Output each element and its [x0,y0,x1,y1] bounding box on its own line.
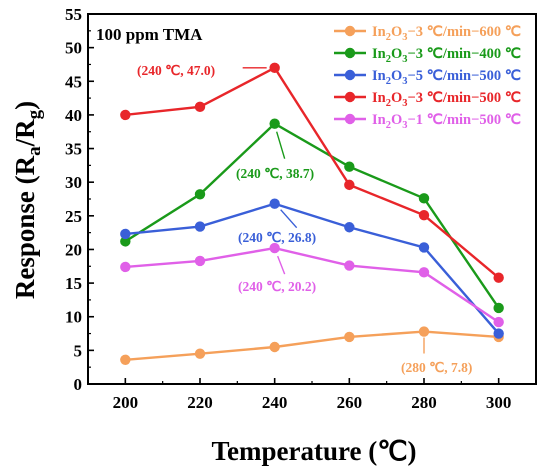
y-tick-label: 40 [65,106,82,125]
annotation-label: (240 ℃, 26.8) [238,230,316,245]
data-point [194,189,206,200]
series-3 [120,198,504,339]
annotation-leader [277,255,286,275]
series-line [125,246,500,324]
data-point [120,261,131,273]
x-tick-label: 280 [411,393,437,412]
legend-item-1: In2O3−3 ℃/min−600 ℃ [334,24,522,43]
data-point [344,161,355,172]
x-tick-label: 220 [187,393,213,412]
data-point [418,242,430,253]
legend-marker [344,25,356,37]
series-group [120,62,504,365]
data-point [120,109,131,121]
x-axis-title: Temperature (℃) [211,436,416,466]
data-point [493,316,504,328]
series-2 [120,118,504,314]
annotation-label: (240 ℃, 47.0) [137,63,215,78]
x-tick-label: 260 [337,393,363,412]
y-tick-label: 10 [65,308,82,327]
y-tick-label: 55 [65,5,82,24]
data-point [194,255,206,267]
legend-marker [344,113,356,125]
y-tick-label: 15 [65,274,82,293]
annotations: (240 ℃, 47.0) (240 ℃, 38.7) (240 ℃, 26.8) (… [137,63,472,375]
legend-label: In2O3−3 ℃/min−500 ℃ [372,90,522,109]
data-point [493,272,504,283]
legend-marker [344,47,356,59]
x-tick-label: 200 [113,393,139,412]
y-tick-label: 5 [74,341,83,360]
data-point [418,267,430,278]
data-point [269,118,280,129]
data-point [269,62,280,74]
y-tick-label: 25 [65,207,82,226]
y-tick-label: 0 [74,375,83,394]
data-point [344,260,355,271]
data-point [269,341,280,353]
data-point [344,179,355,191]
legend-item-3: In2O3−5 ℃/min−500 ℃ [334,68,522,87]
data-point [344,331,355,343]
x-tick-label: 240 [262,393,288,412]
x-tick-label: 300 [486,393,512,412]
series-5 [120,242,504,328]
legend-marker [344,69,356,81]
y-tick-label: 20 [65,240,82,259]
series-4 [120,62,504,283]
annotation-label: (240 ℃, 38.7) [236,166,314,181]
series-line [124,122,500,309]
legend-item-2: In2O3−3 ℃/min−400 ℃ [334,46,522,65]
legend-label: In2O3−5 ℃/min−500 ℃ [372,68,522,87]
data-point [120,236,131,247]
series-line [125,66,500,279]
annotation-label: (240 ℃, 20.2) [238,279,316,294]
data-point [269,198,280,209]
axis-ticks: 0 5 10 15 20 25 30 35 40 45 50 55 200 220 240 260 280 300 [65,5,537,412]
data-point [120,354,131,365]
annotation-leader [280,209,298,229]
y-tick-label: 35 [65,140,82,159]
series-line [125,330,499,361]
y-tick-label: 50 [65,39,82,58]
legend-label: In2O3−3 ℃/min−600 ℃ [372,24,522,43]
data-point [418,209,430,221]
data-point [344,222,355,233]
legend-label: In2O3−1 ℃/min−500 ℃ [372,112,522,131]
legend-item-4: In2O3−3 ℃/min−500 ℃ [334,90,522,109]
plot-frame [87,13,537,385]
data-point [493,302,504,314]
data-point [418,326,430,337]
data-point [418,193,430,204]
legend: In2O3−3 ℃/min−600 ℃ In2O3−3 ℃/min−400 ℃ In… [334,24,522,131]
series-line [125,202,500,335]
y-tick-label: 30 [65,173,82,192]
annotation-leader [275,131,286,159]
y-tick-label: 45 [65,72,82,91]
data-point [194,348,206,359]
data-point [194,221,206,232]
annotation-label: (280 ℃, 7.8) [401,360,472,375]
legend-marker [344,91,356,103]
y-axis-title: Response (Ra/Rg) [10,101,45,299]
data-point [269,242,280,254]
legend-label: In2O3−3 ℃/min−400 ℃ [372,46,522,65]
inset-label: 100 ppm TMA [96,25,203,44]
data-point [493,328,504,339]
legend-item-5: In2O3−1 ℃/min−500 ℃ [334,112,522,131]
data-point [194,101,206,113]
data-point [120,228,131,240]
